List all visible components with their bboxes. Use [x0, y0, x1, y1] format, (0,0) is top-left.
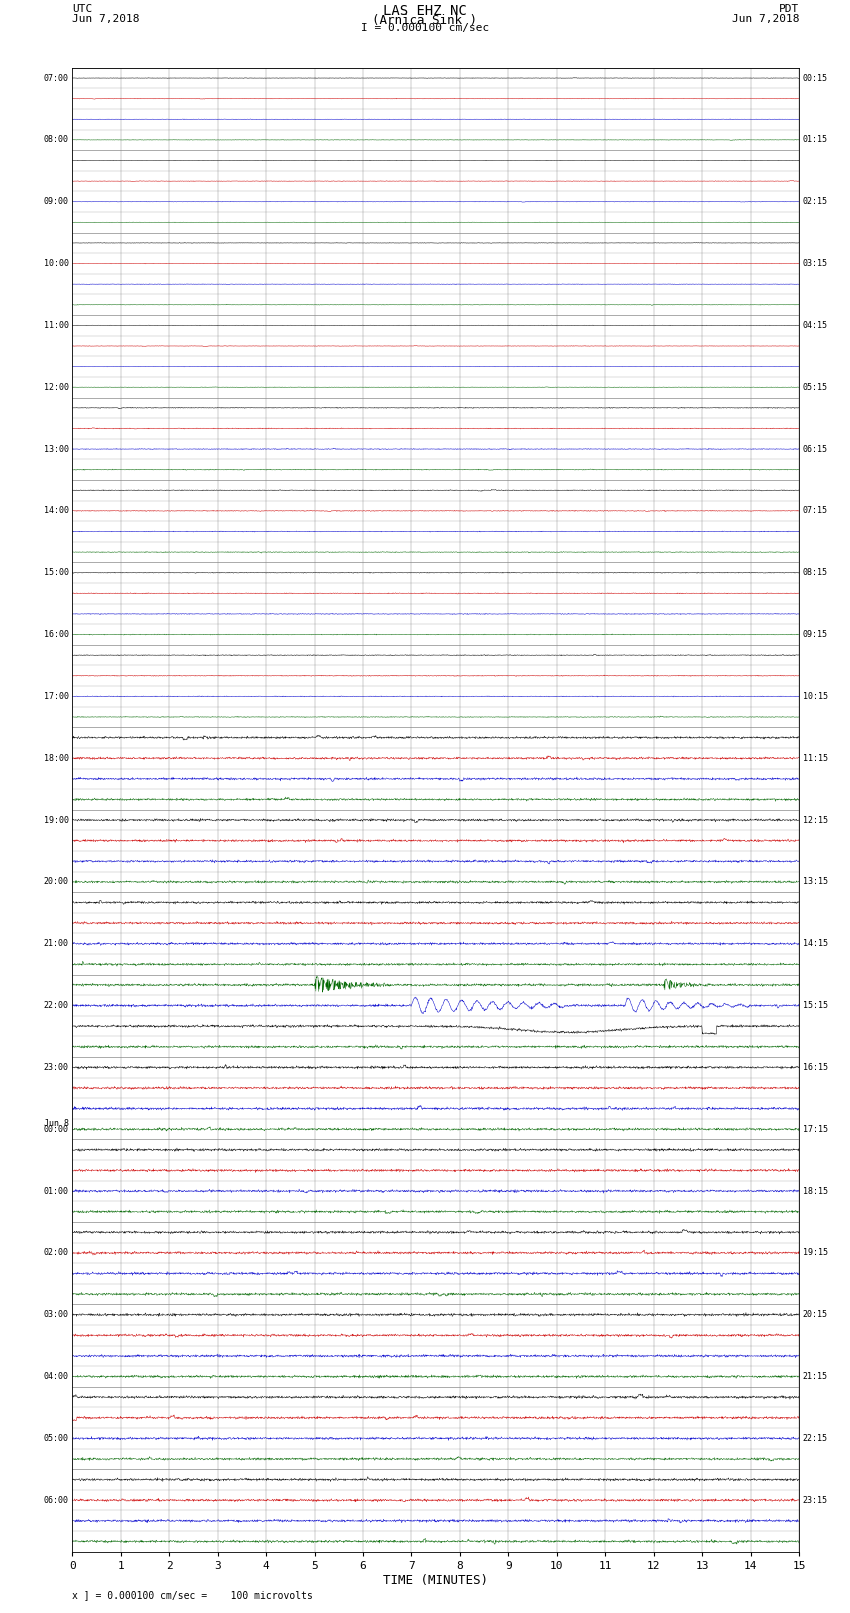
Text: 02:00: 02:00 [43, 1248, 69, 1258]
Text: 01:00: 01:00 [43, 1187, 69, 1195]
Text: 22:00: 22:00 [43, 1002, 69, 1010]
Text: 16:00: 16:00 [43, 631, 69, 639]
Text: 15:00: 15:00 [43, 568, 69, 577]
Text: 09:15: 09:15 [802, 631, 828, 639]
Text: Jun 8: Jun 8 [43, 1118, 69, 1127]
Text: Jun 7,2018: Jun 7,2018 [72, 13, 139, 24]
Text: 19:00: 19:00 [43, 816, 69, 824]
Text: 19:15: 19:15 [802, 1248, 828, 1258]
Text: 20:00: 20:00 [43, 877, 69, 887]
Text: 15:15: 15:15 [802, 1002, 828, 1010]
Text: 17:00: 17:00 [43, 692, 69, 702]
Text: 23:00: 23:00 [43, 1063, 69, 1073]
Text: 02:15: 02:15 [802, 197, 828, 206]
Text: 09:00: 09:00 [43, 197, 69, 206]
Text: 13:15: 13:15 [802, 877, 828, 887]
Text: 03:15: 03:15 [802, 260, 828, 268]
Text: 06:00: 06:00 [43, 1495, 69, 1505]
Text: 07:00: 07:00 [43, 74, 69, 82]
Text: 07:15: 07:15 [802, 506, 828, 516]
Text: 08:00: 08:00 [43, 135, 69, 145]
Text: 08:15: 08:15 [802, 568, 828, 577]
Text: 18:00: 18:00 [43, 753, 69, 763]
Text: 12:00: 12:00 [43, 382, 69, 392]
Text: 17:15: 17:15 [802, 1124, 828, 1134]
Text: UTC: UTC [72, 5, 93, 15]
Text: 14:15: 14:15 [802, 939, 828, 948]
X-axis label: TIME (MINUTES): TIME (MINUTES) [383, 1574, 488, 1587]
Text: 01:15: 01:15 [802, 135, 828, 145]
Text: Jun 7,2018: Jun 7,2018 [732, 13, 799, 24]
Text: 10:15: 10:15 [802, 692, 828, 702]
Text: 10:00: 10:00 [43, 260, 69, 268]
Text: (Arnica Sink ): (Arnica Sink ) [372, 13, 478, 27]
Text: 18:15: 18:15 [802, 1187, 828, 1195]
Text: 06:15: 06:15 [802, 445, 828, 453]
Text: 04:15: 04:15 [802, 321, 828, 331]
Text: PDT: PDT [779, 5, 799, 15]
Text: 13:00: 13:00 [43, 445, 69, 453]
Text: 00:15: 00:15 [802, 74, 828, 82]
Text: 05:15: 05:15 [802, 382, 828, 392]
Text: LAS EHZ NC: LAS EHZ NC [383, 5, 467, 18]
Text: I = 0.000100 cm/sec: I = 0.000100 cm/sec [361, 24, 489, 34]
Text: 11:15: 11:15 [802, 753, 828, 763]
Text: 03:00: 03:00 [43, 1310, 69, 1319]
Text: 20:15: 20:15 [802, 1310, 828, 1319]
Text: 22:15: 22:15 [802, 1434, 828, 1444]
Text: 12:15: 12:15 [802, 816, 828, 824]
Text: 21:00: 21:00 [43, 939, 69, 948]
Text: 16:15: 16:15 [802, 1063, 828, 1073]
Text: x ] = 0.000100 cm/sec =    100 microvolts: x ] = 0.000100 cm/sec = 100 microvolts [72, 1590, 313, 1600]
Text: 04:00: 04:00 [43, 1373, 69, 1381]
Text: 05:00: 05:00 [43, 1434, 69, 1444]
Text: 11:00: 11:00 [43, 321, 69, 331]
Text: 21:15: 21:15 [802, 1373, 828, 1381]
Text: 00:00: 00:00 [43, 1124, 69, 1134]
Text: 23:15: 23:15 [802, 1495, 828, 1505]
Text: 14:00: 14:00 [43, 506, 69, 516]
